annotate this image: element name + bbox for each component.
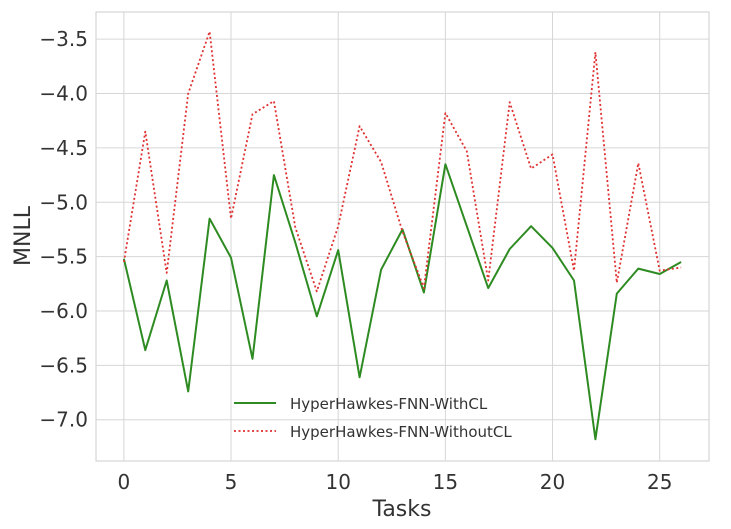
y-tick-label: −5.5 [39,245,88,269]
y-axis-label: MNLL [11,205,36,266]
legend-label-with-cl: HyperHawkes-FNN-WithCL [290,395,488,413]
x-axis-label: Tasks [372,497,432,522]
series-line-without-cl [123,30,682,293]
plot-area [95,11,710,462]
x-tick-label: 25 [647,470,672,494]
x-tick-label: 0 [117,470,130,494]
x-tick-label: 20 [540,470,565,494]
y-tick-label: −6.0 [39,299,88,323]
y-tick-label: −3.5 [39,27,88,51]
y-tick-label: −5.0 [39,190,88,214]
x-tick-label: 15 [433,470,458,494]
y-tick-label: −6.5 [39,353,88,377]
legend: HyperHawkes-FNN-WithCL HyperHawkes-FNN-W… [234,395,512,441]
series-lines [122,30,682,441]
x-tick-labels: 0 5 10 15 20 25 [117,470,672,494]
y-tick-label: −4.5 [39,136,88,160]
x-tick-label: 10 [325,470,350,494]
legend-label-without-cl: HyperHawkes-FNN-WithoutCL [290,423,512,441]
x-tick-label: 5 [225,470,238,494]
y-tick-labels: −3.5 −4.0 −4.5 −5.0 −5.5 −6.0 −6.5 −7.0 [39,27,88,432]
y-tick-label: −7.0 [39,408,88,432]
y-tick-label: −4.0 [39,82,88,106]
